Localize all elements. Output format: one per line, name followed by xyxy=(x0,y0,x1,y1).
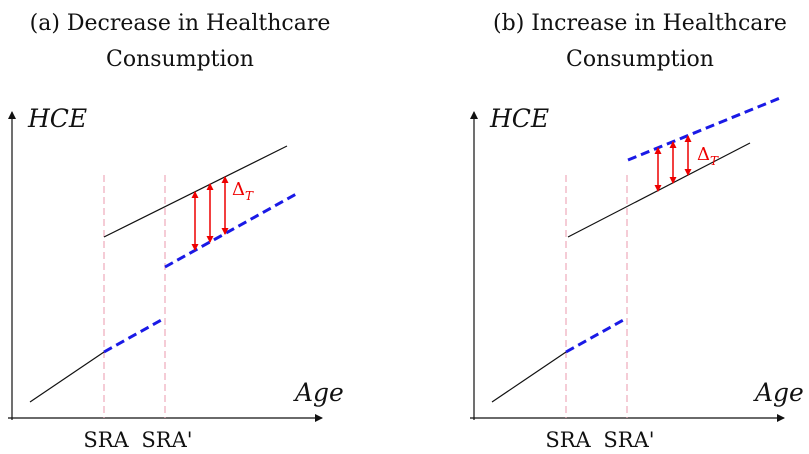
y-axis-label: HCE xyxy=(489,104,549,133)
delta-label: ΔT xyxy=(697,144,719,168)
delta-symbol: Δ xyxy=(232,179,245,200)
profile-line xyxy=(567,142,751,238)
x-axis-label: Age xyxy=(753,378,804,407)
tick-label: SRA' xyxy=(141,428,192,452)
panel: (b) Increase in Healthcare Consumption HCE… xyxy=(470,11,804,452)
tick-label: SRA xyxy=(545,428,591,452)
profile-dashed xyxy=(164,191,299,269)
profile-dashed xyxy=(103,316,166,354)
panel-title: Consumption xyxy=(566,47,714,72)
delta-subscript: T xyxy=(710,154,719,168)
panel-title: (b) Increase in Healthcare xyxy=(493,11,787,36)
panel-title: (a) Decrease in Healthcare xyxy=(30,11,331,36)
panel-title: Consumption xyxy=(106,47,254,72)
tick-label: SRA xyxy=(83,428,129,452)
profile-line xyxy=(491,351,567,403)
delta-symbol: Δ xyxy=(697,144,710,165)
profile-dashed xyxy=(565,316,628,354)
x-axis-label: Age xyxy=(293,378,344,407)
delta-label: ΔT xyxy=(232,179,254,203)
tick-label: SRA' xyxy=(603,428,654,452)
panel: (a) Decrease in Healthcare Consumption HCE… xyxy=(8,11,344,452)
profile-line xyxy=(29,351,105,403)
delta-subscript: T xyxy=(245,189,254,203)
y-axis-label: HCE xyxy=(27,104,87,133)
